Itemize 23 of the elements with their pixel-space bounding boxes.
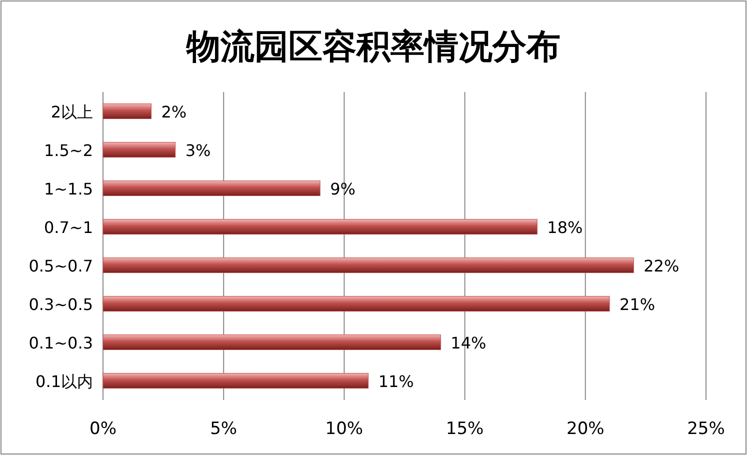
ytick: 2以上	[50, 102, 93, 122]
data-label: 3%	[185, 140, 211, 160]
data-label: 9%	[330, 179, 356, 198]
xtick: 25%	[687, 419, 725, 439]
data-label: 11%	[378, 372, 414, 391]
ytick: 0.5~0.7	[28, 256, 93, 276]
data-label: 22%	[644, 256, 680, 276]
ytick: 0.1以内	[36, 372, 93, 391]
ytick: 0.3~0.5	[28, 294, 93, 314]
data-label: 21%	[620, 294, 656, 314]
xtick: 0%	[90, 419, 116, 439]
xtick: 10%	[325, 419, 364, 439]
xtick: 15%	[446, 419, 484, 439]
title: 物流园区容积率情况分布	[186, 27, 560, 67]
xtick: 20%	[566, 419, 604, 439]
xtick: 5%	[210, 419, 238, 439]
ytick: 1.5~2	[44, 140, 93, 160]
ytick: 0.7~1	[44, 218, 93, 237]
data-label: 2%	[161, 102, 187, 122]
ytick: 1~1.5	[44, 179, 93, 198]
ytick: 0.1~0.3	[28, 333, 93, 352]
data-label: 14%	[450, 333, 486, 352]
data-label: 18%	[547, 218, 583, 237]
